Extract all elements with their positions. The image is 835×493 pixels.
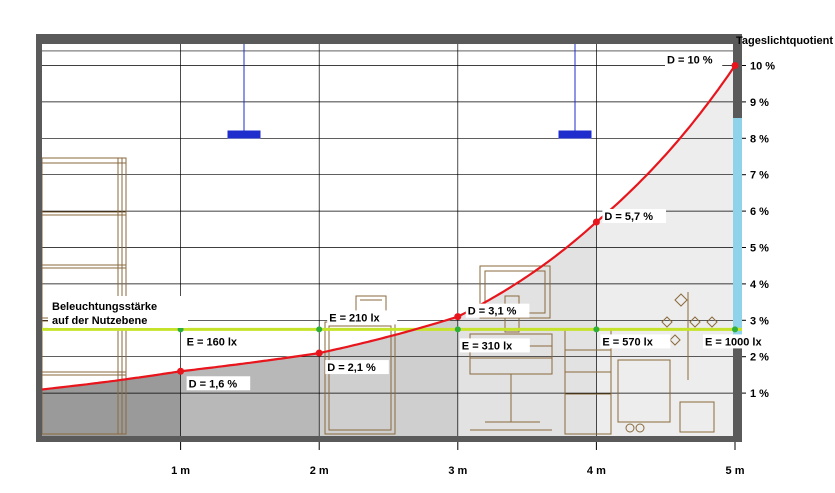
work-plane-label-line1: Beleuchtungsstärke xyxy=(52,301,157,313)
y-tick-label: 9 % xyxy=(750,97,769,109)
daylight-factor-label: D = 5,7 % xyxy=(604,211,653,223)
daylight-factor-label: D = 1,6 % xyxy=(189,378,238,390)
illuminance-label: E = 160 lx xyxy=(187,336,238,348)
illuminance-label-bg xyxy=(327,310,398,325)
pendant-lamp-icon xyxy=(227,44,592,139)
window-pane xyxy=(733,118,742,336)
daylight-factor-label-bg xyxy=(665,52,723,67)
illuminance-label-bg xyxy=(184,334,255,349)
floor-wall xyxy=(36,436,742,442)
ceiling-wall xyxy=(36,34,742,44)
illuminance-label: E = 570 lx xyxy=(602,336,653,348)
work-plane-point xyxy=(316,326,323,333)
y-tick-label: 3 % xyxy=(750,315,769,327)
shade-zone xyxy=(42,371,181,436)
plant-icon xyxy=(617,292,718,433)
y-tick-label: 4 % xyxy=(750,279,769,291)
y-tick-label: 8 % xyxy=(750,133,769,145)
daylight-factor-label-bg xyxy=(602,209,666,224)
x-tick-label: 2 m xyxy=(310,465,329,477)
y-tick-label: 2 % xyxy=(750,352,769,364)
daylight-curve: D = 1,6 % D = 2,1 % D = 3,1 % D = 5,7 % D = … xyxy=(41,52,739,391)
daylight-factor-point xyxy=(454,313,462,321)
daylight-factor-label-bg xyxy=(325,360,389,375)
daylight-factor-point xyxy=(177,367,185,375)
left-wall xyxy=(36,34,42,442)
illuminance-label-bg xyxy=(703,334,780,349)
axes: 1 m 2 m 3 m 4 m 5 m 1 % 2 % 3 % 4 % 5 % 6 % 7 % 8 % 9… xyxy=(171,61,775,478)
illuminance-label: E = 210 lx xyxy=(329,312,380,324)
x-tick-label: 5 m xyxy=(726,465,745,477)
right-wall-upper xyxy=(733,34,742,118)
daylight-factor-point xyxy=(315,349,323,357)
work-plane-label: Beleuchtungsstärke auf der Nutzebene xyxy=(48,296,188,328)
illuminance-label: E = 1000 lx xyxy=(705,336,762,348)
work-plane: E = 160 lx E = 210 lx E = 310 lx E = 570 lx… xyxy=(42,310,780,353)
daylight-factor-label: D = 2,1 % xyxy=(327,362,376,374)
right-axis-title: Tageslichtquotient xyxy=(736,35,833,47)
x-tick-label: 1 m xyxy=(171,465,190,477)
daylight-factor-label-bg xyxy=(186,376,251,391)
y-tick-label: 6 % xyxy=(750,206,769,218)
right-wall-lower xyxy=(733,336,742,442)
illuminance-label-bg xyxy=(459,338,530,353)
work-plane-label-line2: auf der Nutzebene xyxy=(52,315,147,327)
y-tick-label: 5 % xyxy=(750,243,769,255)
y-tick-label: 7 % xyxy=(750,170,769,182)
work-plane-point xyxy=(732,326,738,333)
furniture-sketch xyxy=(42,44,718,435)
illuminance-label: E = 310 lx xyxy=(462,340,513,352)
daylight-factor-label: D = 3,1 % xyxy=(468,306,517,318)
y-tick-label: 1 % xyxy=(750,388,769,400)
daylight-factor-line xyxy=(41,64,736,391)
work-plane-point xyxy=(593,326,600,333)
illuminance-label-bg xyxy=(600,334,671,349)
daylight-factor-point xyxy=(592,218,600,226)
x-tick-label: 3 m xyxy=(448,465,467,477)
daylight-factor-label-bg xyxy=(465,303,530,318)
daylight-factor-label: D = 10 % xyxy=(667,55,713,67)
x-tick-label: 4 m xyxy=(587,465,606,477)
work-plane-point xyxy=(454,326,461,333)
shade-zone xyxy=(180,353,320,436)
shade-zone xyxy=(319,316,458,436)
y-tick-label: 10 % xyxy=(750,61,775,73)
daylight-factor-point xyxy=(731,62,739,69)
